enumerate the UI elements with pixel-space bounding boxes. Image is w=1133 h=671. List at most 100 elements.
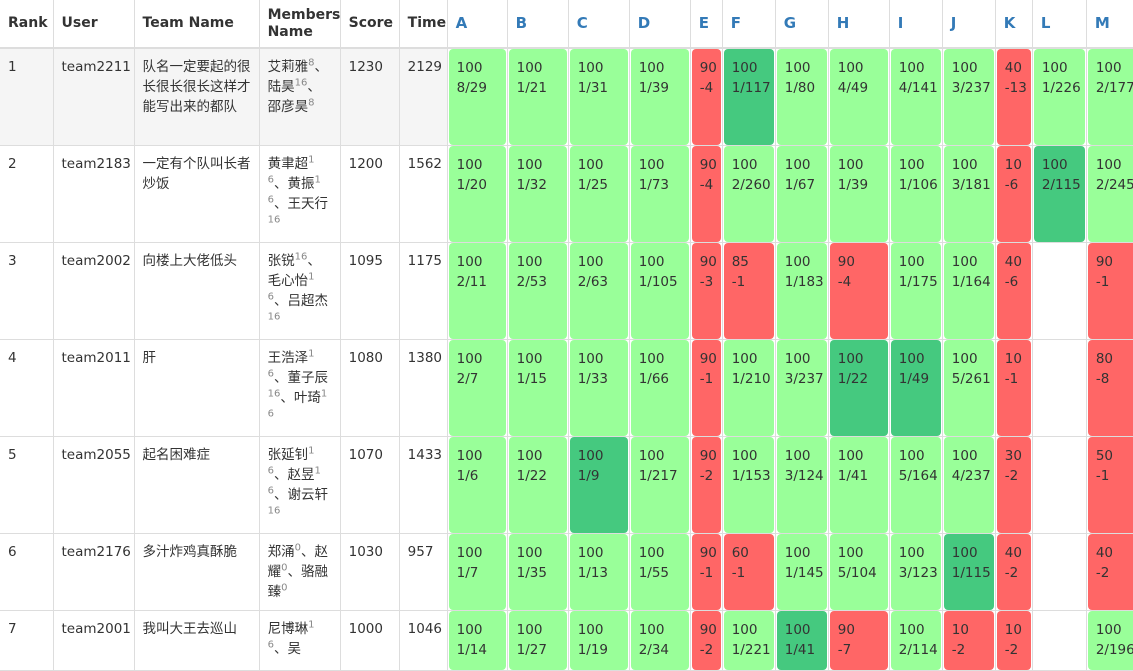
problem-status-box[interactable]: 100 2/196 <box>1087 611 1133 670</box>
problem-status-box[interactable]: 100 2/53 <box>508 243 567 339</box>
problem-status-box[interactable]: 100 1/106 <box>890 146 941 242</box>
problem-status-box[interactable]: 100 1/49 <box>890 340 941 436</box>
problem-status-box[interactable]: 100 1/226 <box>1033 49 1085 145</box>
problem-status-box[interactable]: 50 -1 <box>1087 437 1133 533</box>
problem-status-box[interactable]: 100 1/67 <box>776 146 827 242</box>
problem-status-box[interactable]: 100 1/115 <box>943 534 994 610</box>
problem-status-box[interactable]: 100 1/164 <box>943 243 994 339</box>
problem-status-box[interactable]: 90 -1 <box>691 534 721 610</box>
problem-status-box[interactable]: 100 1/153 <box>723 437 774 533</box>
problem-header-f[interactable]: F <box>722 0 776 49</box>
problem-status-box[interactable]: 100 1/221 <box>723 611 774 670</box>
problem-status-box[interactable]: 100 1/39 <box>829 146 888 242</box>
problem-status-box[interactable]: 100 2/115 <box>1033 146 1085 242</box>
problem-status-box[interactable]: 85 -1 <box>723 243 774 339</box>
problem-status-box[interactable]: 90 -4 <box>691 146 721 242</box>
problem-status-box[interactable]: 100 1/32 <box>508 146 567 242</box>
problem-status-box[interactable]: 100 1/22 <box>508 437 567 533</box>
problem-header-i[interactable]: I <box>889 0 943 49</box>
problem-status-box[interactable]: 100 3/123 <box>890 534 941 610</box>
problem-status-box[interactable]: 100 1/210 <box>723 340 774 436</box>
problem-header-e[interactable]: E <box>690 0 723 49</box>
problem-status-box[interactable]: 100 1/20 <box>448 146 506 242</box>
problem-header-j[interactable]: J <box>942 0 996 49</box>
problem-status-box[interactable]: 100 2/11 <box>448 243 506 339</box>
problem-status-box[interactable]: 90 -3 <box>691 243 721 339</box>
problem-status-box[interactable]: 100 1/55 <box>630 534 689 610</box>
score-header[interactable]: Score <box>340 0 400 49</box>
user-header[interactable]: User <box>53 0 135 49</box>
problem-status-box[interactable]: 100 1/105 <box>630 243 689 339</box>
problem-status-box[interactable]: 40 -13 <box>996 49 1031 145</box>
problem-status-box[interactable]: 100 1/41 <box>829 437 888 533</box>
problem-status-box[interactable]: 90 -4 <box>829 243 888 339</box>
problem-status-box[interactable]: 100 2/114 <box>890 611 941 670</box>
problem-status-box[interactable]: 100 1/22 <box>829 340 888 436</box>
problem-header-a[interactable]: A <box>447 0 508 49</box>
problem-status-box[interactable]: 90 -1 <box>691 340 721 436</box>
problem-status-box[interactable]: 100 2/63 <box>569 243 628 339</box>
problem-status-box[interactable]: 100 1/117 <box>723 49 774 145</box>
problem-status-box[interactable]: 100 1/15 <box>508 340 567 436</box>
problem-status-box[interactable]: 10 -1 <box>996 340 1031 436</box>
problem-status-box[interactable]: 10 -6 <box>996 146 1031 242</box>
problem-status-box[interactable]: 100 1/175 <box>890 243 941 339</box>
problem-status-box[interactable]: 100 1/183 <box>776 243 827 339</box>
problem-status-box[interactable]: 100 4/141 <box>890 49 941 145</box>
problem-status-box[interactable]: 90 -1 <box>1087 243 1133 339</box>
problem-status-box[interactable]: 100 1/217 <box>630 437 689 533</box>
problem-status-box[interactable]: 100 8/29 <box>448 49 506 145</box>
problem-status-box[interactable]: 80 -8 <box>1087 340 1133 436</box>
problem-header-g[interactable]: G <box>775 0 829 49</box>
problem-header-l[interactable]: L <box>1032 0 1087 49</box>
problem-status-box[interactable]: 100 3/124 <box>776 437 827 533</box>
problem-status-box[interactable]: 100 1/31 <box>569 49 628 145</box>
problem-status-box[interactable]: 30 -2 <box>996 437 1031 533</box>
problem-status-box[interactable]: 100 4/237 <box>943 437 994 533</box>
problem-status-box[interactable]: 100 1/6 <box>448 437 506 533</box>
problem-status-box[interactable]: 100 2/34 <box>630 611 689 670</box>
problem-status-box[interactable]: 40 -2 <box>996 534 1031 610</box>
problem-status-box[interactable]: 10 -2 <box>943 611 994 670</box>
problem-status-box[interactable]: 100 2/260 <box>723 146 774 242</box>
problem-status-box[interactable]: 100 3/181 <box>943 146 994 242</box>
problem-status-box[interactable]: 100 1/7 <box>448 534 506 610</box>
problem-status-box[interactable]: 90 -2 <box>691 611 721 670</box>
problem-status-box[interactable]: 100 1/145 <box>776 534 827 610</box>
problem-header-m[interactable]: M <box>1086 0 1133 49</box>
problem-status-box[interactable]: 100 1/13 <box>569 534 628 610</box>
problem-status-box[interactable]: 100 1/39 <box>630 49 689 145</box>
problem-status-box[interactable]: 60 -1 <box>723 534 774 610</box>
problem-status-box[interactable]: 100 3/237 <box>776 340 827 436</box>
problem-header-b[interactable]: B <box>507 0 569 49</box>
problem-status-box[interactable]: 100 4/49 <box>829 49 888 145</box>
problem-status-box[interactable]: 100 1/21 <box>508 49 567 145</box>
problem-status-box[interactable]: 100 1/35 <box>508 534 567 610</box>
time-header[interactable]: Time <box>399 0 448 49</box>
problem-status-box[interactable]: 100 3/237 <box>943 49 994 145</box>
rank-header[interactable]: Rank <box>0 0 54 49</box>
problem-status-box[interactable]: 90 -2 <box>691 437 721 533</box>
members-header[interactable]: Members Name <box>259 0 341 49</box>
problem-status-box[interactable]: 100 5/261 <box>943 340 994 436</box>
problem-header-c[interactable]: C <box>568 0 630 49</box>
problem-status-box[interactable]: 100 1/80 <box>776 49 827 145</box>
problem-status-box[interactable]: 100 1/73 <box>630 146 689 242</box>
problem-status-box[interactable]: 10 -2 <box>996 611 1031 670</box>
problem-status-box[interactable]: 100 2/245 <box>1087 146 1133 242</box>
problem-header-h[interactable]: H <box>828 0 890 49</box>
team-name-header[interactable]: Team Name <box>134 0 260 49</box>
problem-status-box[interactable]: 100 1/9 <box>569 437 628 533</box>
problem-status-box[interactable]: 100 1/27 <box>508 611 567 670</box>
problem-status-box[interactable]: 100 1/66 <box>630 340 689 436</box>
problem-header-d[interactable]: D <box>629 0 691 49</box>
problem-status-box[interactable]: 100 1/14 <box>448 611 506 670</box>
problem-status-box[interactable]: 100 1/33 <box>569 340 628 436</box>
problem-status-box[interactable]: 100 5/104 <box>829 534 888 610</box>
problem-status-box[interactable]: 40 -2 <box>1087 534 1133 610</box>
problem-header-k[interactable]: K <box>995 0 1033 49</box>
problem-status-box[interactable]: 100 5/164 <box>890 437 941 533</box>
problem-status-box[interactable]: 100 1/19 <box>569 611 628 670</box>
problem-status-box[interactable]: 100 1/25 <box>569 146 628 242</box>
problem-status-box[interactable]: 90 -7 <box>829 611 888 670</box>
